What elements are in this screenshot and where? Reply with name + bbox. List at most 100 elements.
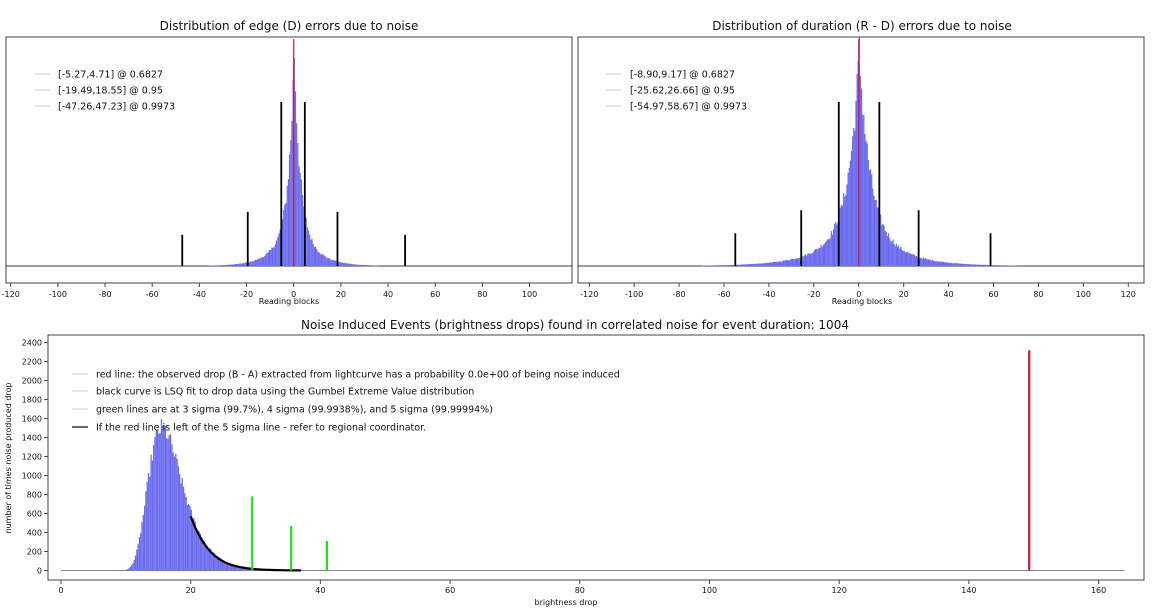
histogram-bar [213, 265, 215, 266]
histogram-bar [908, 253, 910, 266]
histogram-bar [719, 265, 721, 266]
noise-legend-entry-3: green lines are at 3 sigma (99.7%), 4 si… [96, 405, 493, 416]
histogram-bar [224, 264, 226, 266]
histogram-bar [950, 262, 953, 266]
histogram-bar [208, 548, 211, 571]
histogram-bar [229, 564, 231, 571]
histogram-bar [286, 185, 288, 266]
histogram-bar [228, 562, 230, 571]
histogram-bar [928, 259, 930, 266]
histogram-bar [709, 265, 711, 266]
histogram-bar [708, 265, 710, 266]
histogram-bar [300, 179, 302, 266]
histogram-bar [847, 172, 849, 266]
histogram-bar [316, 249, 318, 266]
histogram-bar [160, 418, 163, 571]
histogram-bar [716, 265, 718, 266]
histogram-bar [844, 196, 846, 266]
histogram-bar [285, 202, 287, 266]
histogram-bar [351, 264, 353, 266]
histogram-bar [911, 254, 913, 266]
x-tick-label: 100 [1076, 290, 1091, 299]
histogram-bar [731, 264, 734, 266]
histogram-bar [816, 248, 818, 266]
histogram-bar [834, 223, 836, 266]
histogram-bar [243, 263, 245, 266]
histogram-bar [212, 265, 214, 266]
histogram-bar [325, 257, 327, 266]
histogram-bar [755, 263, 757, 266]
histogram-bar [819, 247, 821, 266]
histogram-bar [239, 566, 242, 571]
histogram-bar [937, 261, 939, 266]
histogram-bar [230, 563, 233, 571]
noise-events-y-label: number of times noise produced drop [4, 383, 13, 534]
histogram-bar [791, 259, 793, 266]
histogram-bar [808, 253, 810, 266]
histogram-bar [167, 438, 169, 571]
histogram-bar [832, 229, 835, 266]
histogram-bar [905, 252, 908, 266]
histogram-bar [233, 564, 235, 571]
histogram-bar [921, 258, 923, 266]
histogram-bar [777, 261, 780, 266]
duration-legend-entry-2: [-25.62,26.66] @ 0.95 [630, 86, 735, 97]
histogram-bar [227, 264, 229, 266]
histogram-bar [214, 553, 216, 571]
histogram-bar [792, 258, 794, 266]
duration-legend-entry-1: [-8.90,9.17] @ 0.6827 [630, 70, 735, 81]
histogram-bar [858, 36, 860, 267]
histogram-bar [767, 262, 769, 266]
histogram-bar [721, 265, 723, 266]
histogram-bar [971, 264, 973, 266]
edge-legend-entry-3: [-47.26,47.23] @ 0.9973 [58, 102, 175, 113]
histogram-bar [164, 426, 167, 571]
histogram-bar [775, 261, 777, 266]
histogram-bar [345, 263, 347, 266]
histogram-bar [973, 264, 975, 266]
histogram-bar [932, 260, 935, 266]
histogram-bar [995, 265, 997, 266]
histogram-bar [294, 91, 297, 266]
histogram-bar [206, 545, 208, 571]
histogram-bar [245, 262, 247, 266]
histogram-bar [273, 247, 275, 266]
y-tick-label: 1600 [22, 415, 42, 424]
histogram-bar [365, 265, 367, 266]
x-tick-label: -20 [807, 290, 820, 299]
histogram-bar [881, 225, 883, 266]
histogram-bar [914, 256, 917, 266]
histogram-bar [339, 261, 341, 266]
histogram-bar [947, 262, 949, 266]
histogram-bar [150, 454, 152, 571]
histogram-bar [140, 533, 142, 571]
histogram-bar [163, 424, 165, 571]
histogram-bar [162, 425, 164, 571]
histogram-bar [281, 219, 284, 266]
histogram-bar [359, 264, 361, 266]
histogram-bar [736, 264, 738, 266]
y-tick-label: 1400 [22, 434, 42, 443]
histogram-bar [238, 263, 240, 266]
histogram-bar [779, 261, 781, 266]
noise-events-y-ticks: 0 200 400 600 800 1000 1200 1400 1600 1800 2000 220… [22, 339, 48, 576]
histogram-bar [967, 264, 969, 266]
x-tick-label: -40 [193, 290, 206, 299]
histogram-bar [841, 205, 844, 266]
edge-legend-entry-2: [-19.49,18.55] @ 0.95 [58, 86, 163, 97]
histogram-bar [1002, 265, 1004, 266]
histogram-bar [166, 438, 168, 571]
histogram-bar [939, 261, 941, 266]
histogram-bar [233, 264, 235, 266]
histogram-bar [332, 259, 334, 266]
histogram-bar [747, 264, 749, 266]
histogram-bar [727, 265, 729, 266]
histogram-bar [818, 247, 820, 266]
histogram-bar [357, 264, 359, 266]
noise-legend-entry-2: black curve is LSQ fit to drop data usin… [96, 387, 474, 398]
histogram-bar [156, 430, 159, 571]
histogram-bar [991, 265, 993, 266]
histogram-bar [297, 143, 299, 266]
edge-legend-entry-1: [-5.27,4.71] @ 0.6827 [58, 70, 163, 81]
histogram-bar [371, 265, 373, 266]
